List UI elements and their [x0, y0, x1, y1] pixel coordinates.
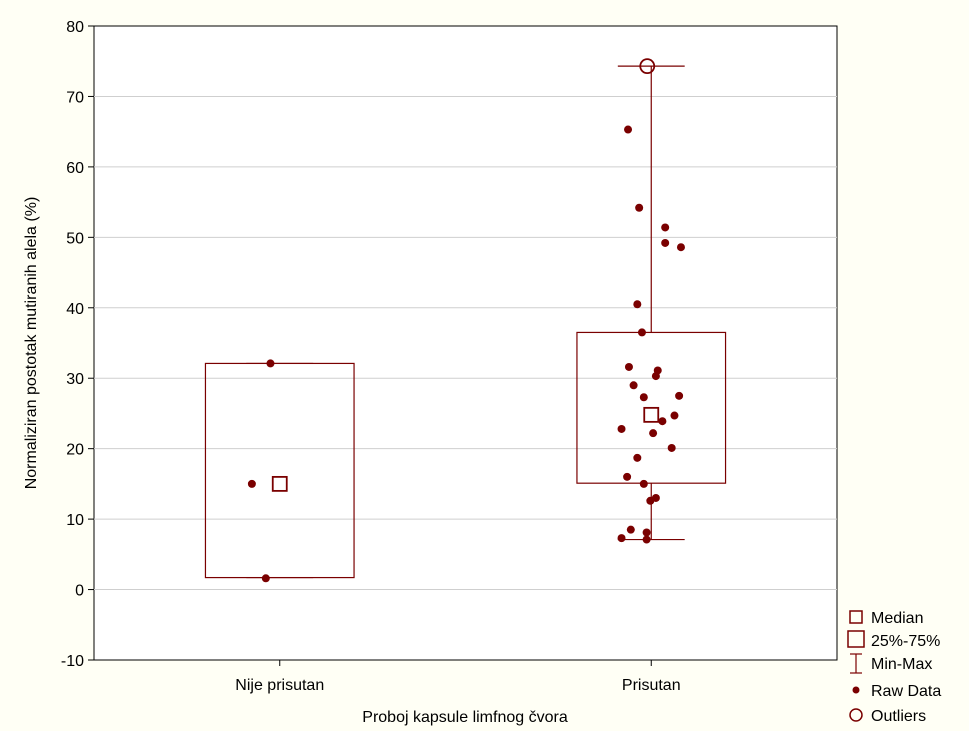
y-tick-label: 20: [66, 442, 84, 459]
legend-whisker-icon: [850, 653, 862, 674]
raw-data-point: [639, 393, 648, 402]
legend-box-icon: [847, 630, 865, 648]
raw-data-point: [661, 238, 670, 247]
raw-data-point: [637, 328, 646, 337]
y-tick-label: 80: [66, 19, 84, 36]
x-tick-label: Prisutan: [622, 677, 681, 694]
y-axis-label: Normaliziran postotak mutiranih alela (%…: [23, 197, 40, 490]
outlier-point: [639, 58, 656, 75]
raw-data-point: [642, 528, 651, 537]
legend-raw-data-label: Raw Data: [871, 683, 941, 700]
y-tick-label: 70: [66, 89, 84, 106]
iqr-box: [576, 331, 727, 484]
raw-data-point: [670, 411, 679, 420]
legend-whisker-label: Min-Max: [871, 656, 932, 673]
raw-data-points: [247, 125, 685, 583]
raw-data-point: [635, 203, 644, 212]
y-tick-label: 10: [66, 512, 84, 529]
median-marker: [271, 475, 288, 492]
raw-data-point: [266, 359, 275, 368]
raw-data-point: [623, 472, 632, 481]
raw-data-point: [633, 453, 642, 462]
raw-data-point: [633, 300, 642, 309]
box-series: [204, 58, 727, 579]
raw-data-point: [626, 525, 635, 534]
legend-outlier-label: Outliers: [871, 708, 926, 725]
raw-data-point: [658, 417, 667, 426]
raw-data-point: [642, 535, 651, 544]
raw-data-point: [617, 424, 626, 433]
y-tick-label: 60: [66, 160, 84, 177]
raw-data-point: [646, 496, 655, 505]
legend-median-label: Median: [871, 610, 923, 627]
y-tick-label: 50: [66, 230, 84, 247]
raw-data-point: [676, 243, 685, 252]
plot-area: [93, 25, 838, 661]
legend-box-label: 25%-75%: [871, 633, 940, 650]
x-axis-label: Proboj kapsule limfnog čvora: [362, 709, 568, 726]
grid-lines: [94, 95, 837, 591]
raw-data-point: [629, 381, 638, 390]
raw-data-point: [639, 479, 648, 488]
legend-raw-data-icon: [852, 686, 860, 694]
raw-data-point: [661, 223, 670, 232]
y-tick-label: 0: [75, 583, 84, 600]
raw-data-point: [617, 534, 626, 543]
raw-data-point: [649, 429, 658, 438]
median-marker: [643, 406, 660, 423]
y-tick-label: 40: [66, 301, 84, 318]
y-axis-ticks: -10 0 10 20 30 40 50 60 70 80: [61, 19, 94, 670]
x-tick-label: Nije prisutan: [235, 677, 324, 694]
legend-outlier-icon: [849, 708, 863, 722]
raw-data-point: [651, 372, 660, 381]
raw-data-point: [624, 125, 633, 134]
raw-data-point: [261, 574, 270, 583]
raw-data-point: [675, 391, 684, 400]
raw-data-point: [247, 479, 256, 488]
raw-data-point: [667, 443, 676, 452]
iqr-box: [204, 362, 355, 579]
legend: Median 25%-75% Min-Max Raw Data Outliers: [847, 610, 941, 725]
raw-data-point: [624, 362, 633, 371]
y-tick-label: 30: [66, 371, 84, 388]
x-axis-ticks: Nije prisutan Prisutan: [235, 660, 681, 694]
y-tick-label: -10: [61, 653, 84, 670]
legend-median-icon: [849, 610, 863, 624]
